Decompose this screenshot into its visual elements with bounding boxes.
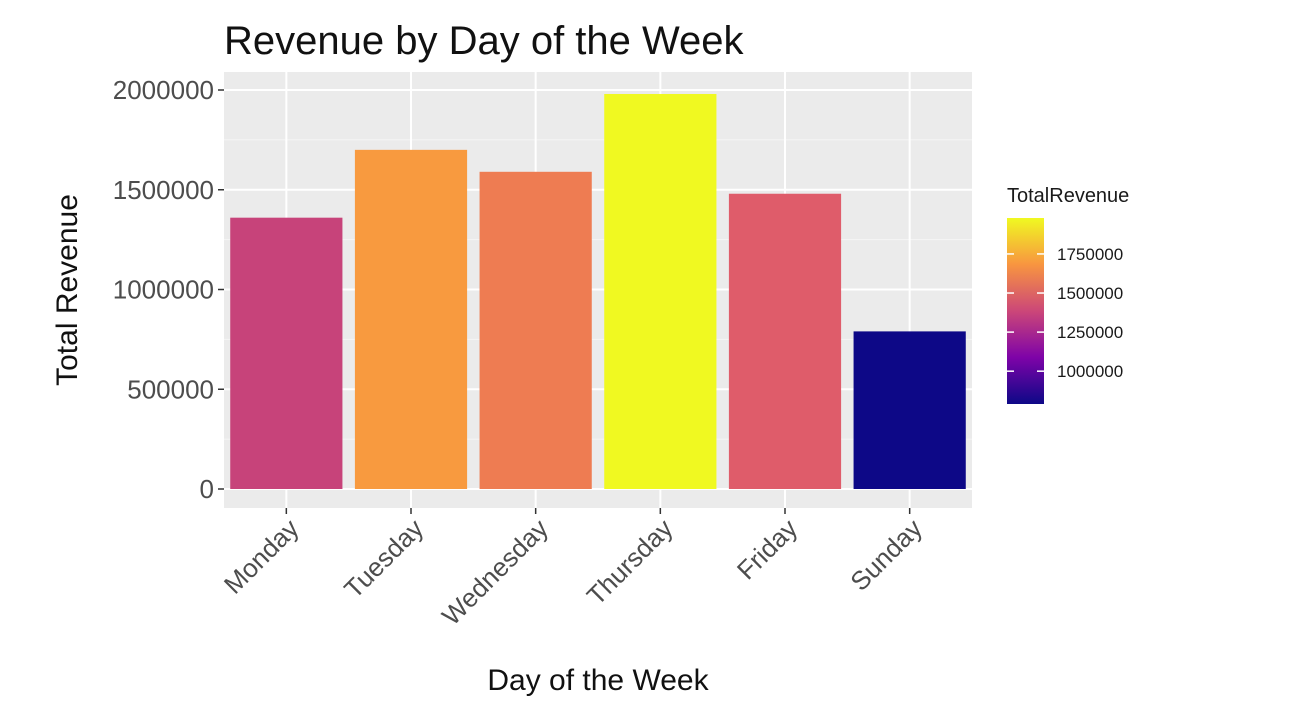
bar-monday — [230, 217, 343, 489]
legend-label: 1000000 — [1057, 362, 1123, 381]
x-tick-label-sunday: Sunday — [844, 513, 928, 597]
y-tick-label: 1500000 — [113, 175, 214, 205]
y-tick-label: 2000000 — [113, 75, 214, 105]
bar-friday — [728, 193, 842, 490]
bar-sunday — [853, 331, 966, 489]
legend-ticks: 1000000 1250000 1500000 1750000 — [1007, 245, 1123, 381]
y-tick-label: 500000 — [127, 374, 214, 404]
legend-colorbar — [1007, 218, 1044, 404]
chart-title: Revenue by Day of the Week — [224, 19, 745, 63]
x-tick-label-tuesday: Tuesday — [338, 513, 429, 604]
bar-wednesday — [479, 171, 592, 490]
x-tick-label-monday: Monday — [218, 513, 305, 600]
bar-thursday — [604, 93, 717, 490]
x-tick-label-friday: Friday — [731, 513, 803, 585]
bar-tuesday — [354, 149, 468, 489]
legend-label: 1750000 — [1057, 245, 1123, 264]
y-tick-label: 0 — [200, 474, 214, 504]
bars — [230, 93, 966, 490]
y-axis-title: Total Revenue — [51, 194, 84, 386]
legend: TotalRevenue 1000000 1250000 1500000 175000… — [1007, 185, 1129, 404]
x-axis-title: Day of the Week — [487, 664, 709, 697]
legend-label: 1500000 — [1057, 284, 1123, 303]
legend-title: TotalRevenue — [1007, 185, 1129, 207]
y-tick-label: 1000000 — [113, 275, 214, 305]
legend-label: 1250000 — [1057, 323, 1123, 342]
x-tick-label-thursday: Thursday — [581, 513, 679, 611]
x-tick-label-wednesday: Wednesday — [436, 513, 554, 631]
